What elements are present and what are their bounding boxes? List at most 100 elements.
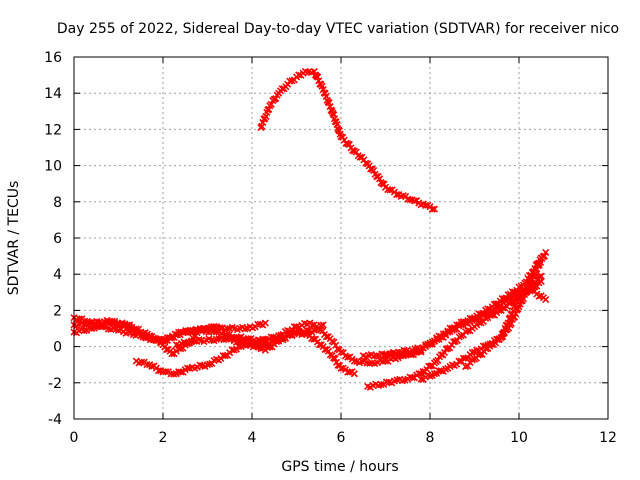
series-markers [175, 364, 192, 376]
data-series [70, 67, 550, 391]
series-markers [433, 365, 450, 377]
y-tick-label: 2 [53, 303, 62, 319]
x-tick-label: 8 [426, 430, 435, 446]
series-markers [175, 337, 196, 350]
series-markers [424, 201, 436, 213]
series-markers [135, 358, 151, 369]
series-markers [308, 321, 321, 331]
series-markers [108, 319, 129, 330]
series-markers [144, 333, 165, 346]
y-tick-labels: -4 -2 0 2 4 6 8 10 12 14 16 [44, 50, 62, 428]
y-tick-label: -2 [48, 376, 62, 392]
data-point [430, 205, 439, 213]
series-markers [490, 298, 507, 313]
series-markers [295, 69, 307, 79]
x-tick-label: 4 [248, 430, 257, 446]
series-markers [472, 345, 490, 362]
series-markers [258, 105, 273, 130]
series-markers [406, 370, 423, 382]
data-point [537, 272, 545, 280]
x-axis-title: GPS time / hours [281, 459, 398, 475]
series-arc-7 [257, 67, 439, 213]
data-point [537, 277, 545, 286]
series-markers [446, 357, 463, 371]
series-markers [330, 354, 344, 370]
series-markers [504, 289, 521, 303]
series-markers [531, 279, 543, 291]
data-point [462, 319, 470, 327]
series-arc-12 [381, 277, 545, 360]
axis-ticks [73, 56, 609, 420]
series-markers [161, 334, 174, 345]
series-markers [312, 321, 325, 334]
series-markers [179, 325, 200, 337]
data-point [395, 348, 403, 356]
series-markers [362, 350, 378, 361]
series-markers [518, 284, 534, 296]
data-point [381, 357, 390, 365]
x-tick-label: 10 [510, 430, 528, 446]
series-markers [206, 352, 227, 368]
series-markers [286, 76, 298, 85]
series-markers [162, 368, 178, 378]
data-point [190, 337, 198, 345]
y-tick-label: 12 [44, 122, 62, 138]
series-arc-3 [70, 319, 269, 347]
series-markers [535, 292, 548, 302]
data-point [123, 323, 131, 331]
y-tick-label: 8 [53, 195, 62, 211]
series-markers [237, 333, 262, 345]
series-markers [90, 319, 111, 332]
x-tick-labels: 0 2 4 6 8 10 12 [70, 430, 617, 446]
series-markers [397, 192, 414, 204]
series-markers [371, 357, 387, 368]
series-markers [170, 328, 183, 341]
x-tick-label: 0 [70, 430, 79, 446]
series-markers [72, 324, 93, 337]
series-markers [393, 375, 409, 385]
series-markers [148, 362, 165, 375]
series-markers [424, 335, 441, 348]
series-markers [353, 357, 374, 368]
series-markers [311, 71, 326, 90]
series-arc-6 [221, 321, 327, 351]
x-tick-label: 6 [337, 430, 346, 446]
data-point [168, 333, 176, 342]
series-markers [464, 356, 476, 370]
data-point [261, 319, 269, 327]
y-tick-label: 16 [44, 50, 62, 66]
data-point [88, 324, 96, 333]
data-point [319, 321, 327, 329]
series-markers [384, 186, 401, 199]
data-point [542, 295, 550, 304]
series-markers [304, 68, 315, 77]
series-markers [366, 380, 382, 391]
data-point [542, 248, 550, 257]
series-markers [459, 348, 476, 362]
data-point [168, 350, 176, 358]
series-markers [193, 335, 218, 346]
y-tick-label: 10 [44, 159, 62, 175]
series-markers [534, 252, 548, 270]
y-tick-label: 14 [44, 86, 62, 102]
y-tick-label: -4 [48, 412, 62, 428]
y-tick-label: 6 [53, 231, 62, 247]
series-markers [320, 89, 335, 114]
series-markers [411, 344, 427, 353]
series-markers [197, 326, 218, 336]
series-markers [365, 162, 388, 188]
data-point [430, 370, 439, 378]
series-markers [352, 148, 370, 167]
series-markers [295, 319, 311, 331]
series-markers [73, 315, 89, 325]
y-axis-title: SDTVAR / TECUs [6, 181, 22, 296]
series-markers [329, 109, 344, 138]
x-tick-label: 2 [159, 430, 168, 446]
series-markers [228, 323, 249, 334]
data-point [141, 333, 149, 342]
data-point [417, 375, 425, 383]
data-point [350, 370, 358, 378]
data-point [221, 352, 229, 360]
y-tick-label: 4 [53, 267, 62, 283]
